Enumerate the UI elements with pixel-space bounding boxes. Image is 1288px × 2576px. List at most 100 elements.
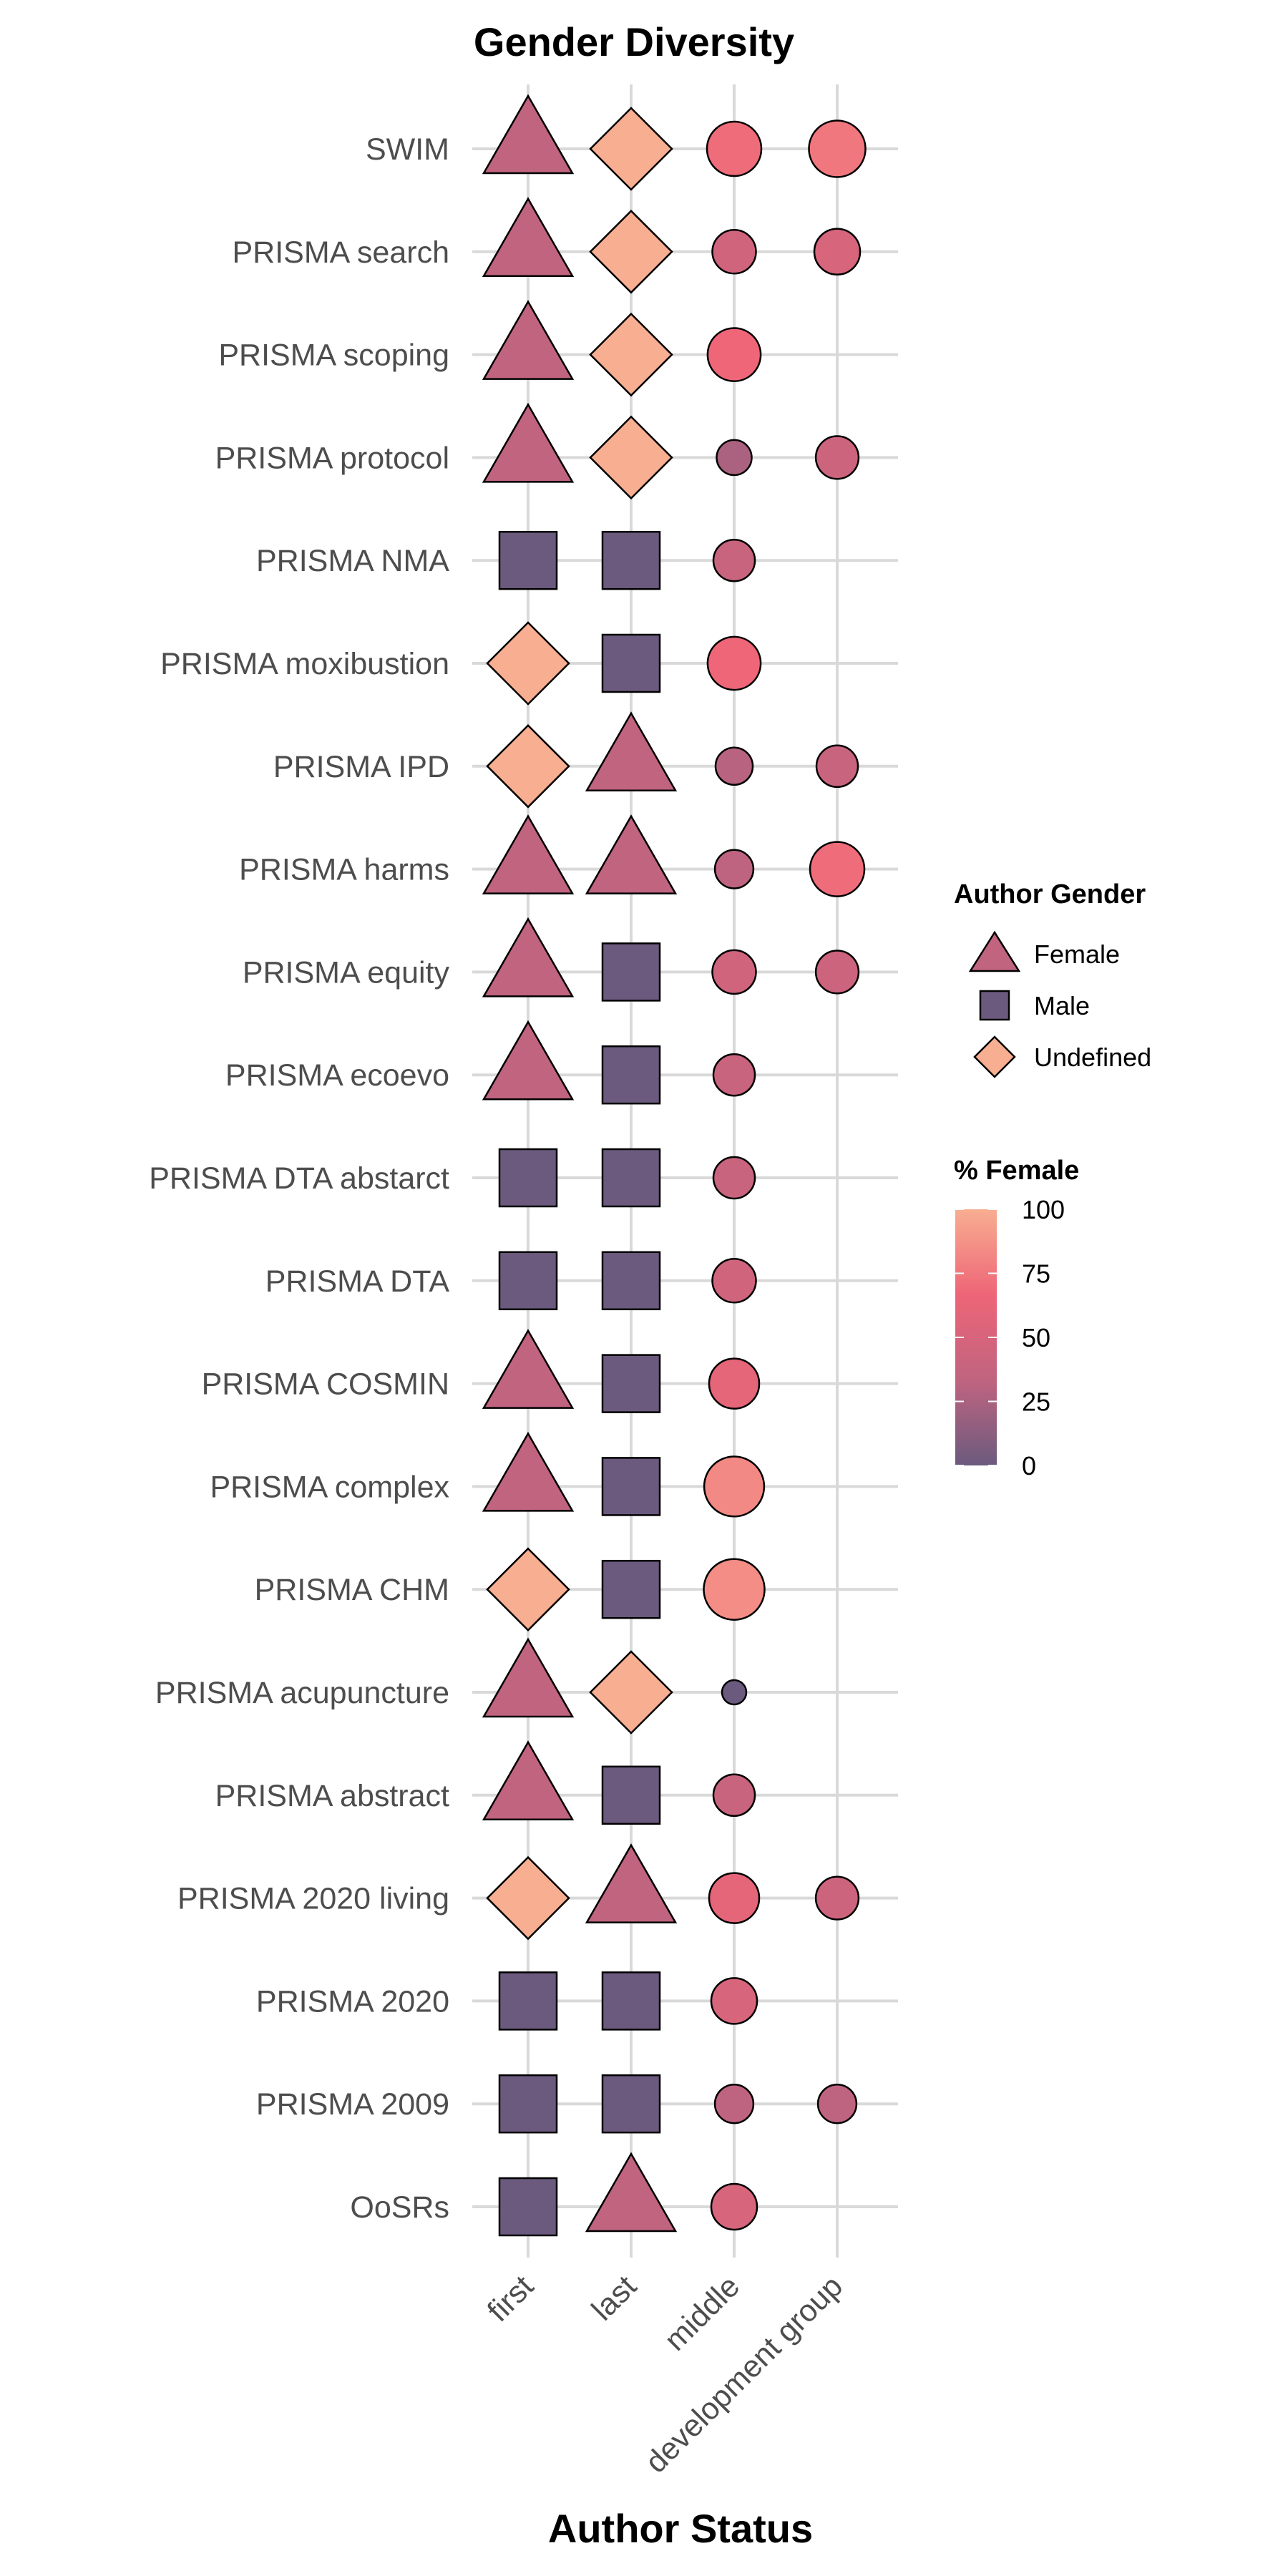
last-author-marker-prisma-acupuncture [589,1650,673,1735]
colorbar-tick-label-25: 25 [1022,1387,1050,1417]
y-tick-prisma-2020: PRISMA 2020 [256,1984,449,2019]
colorbar-tick-label-50: 50 [1022,1323,1050,1352]
first-author-marker-prisma-protocol [482,402,575,483]
color-legend: % Female 0 25 50 75 100 [954,1156,1079,1480]
first-author-marker-prisma-2020-living [486,1855,570,1941]
middle-author-circle-prisma-complex [703,1455,766,1518]
y-tick-prisma-search: PRISMA search [233,235,450,270]
first-author-marker-prisma-abstract [482,1740,575,1821]
last-author-marker-swim [589,107,673,191]
chart-title: Gender Diversity [474,19,794,64]
y-tick-prisma-moxibustion: PRISMA moxibustion [160,647,449,681]
middle-author-circle-prisma-dta [711,1258,757,1304]
y-tick-swim: SWIM [366,132,449,167]
development-group-circle-prisma-harms [809,841,866,897]
last-author-marker-prisma-equity [601,942,661,1002]
last-author-marker-prisma-abstract [601,1765,661,1825]
legend-triangle-icon [968,930,1021,972]
first-author-marker-prisma-dta [498,1251,558,1311]
last-author-marker-prisma-dta [601,1251,661,1311]
middle-author-circle-prisma-scoping [706,327,762,382]
middle-author-circle-prisma-acupuncture [721,1679,748,1706]
development-group-circle-prisma-2020-living [814,1875,860,1921]
first-author-marker-prisma-acupuncture [482,1637,575,1718]
x-tick-development-group: development group [639,2269,849,2479]
y-tick-prisma-2020-living: PRISMA 2020 living [177,1882,449,1916]
first-author-marker-prisma-ecoevo [482,1020,575,1101]
first-author-marker-swim [482,94,575,175]
color-legend-title: % Female [954,1156,1079,1186]
last-author-marker-prisma-ecoevo [601,1045,661,1105]
shape-legend: Author Gender Female Male Undefined [954,879,1151,1078]
x-tick-last: last [585,2269,643,2327]
first-author-marker-prisma-harms [482,814,575,894]
y-tick-prisma-complex: PRISMA complex [210,1470,449,1504]
development-group-circle-prisma-equity [814,950,860,995]
first-author-marker-prisma-equity [482,917,575,997]
development-group-circle-prisma-2009 [816,2084,858,2124]
middle-author-circle-oosrs [710,2182,758,2231]
colorbar-tick-label-0: 0 [1022,1451,1036,1480]
last-author-marker-prisma-ipd [585,711,678,792]
first-author-marker-prisma-dta-abstarct [498,1148,558,1208]
colorbar-tick-label-75: 75 [1022,1259,1050,1289]
y-tick-prisma-equity: PRISMA equity [243,955,450,990]
middle-author-circle-prisma-ecoevo [712,1053,756,1097]
development-group-circle-swim [808,119,867,178]
last-author-marker-oosrs [585,2152,678,2233]
y-tick-prisma-2009: PRISMA 2009 [256,2087,449,2122]
first-author-marker-prisma-complex [482,1431,575,1512]
first-author-marker-oosrs [498,2177,558,2237]
last-author-marker-prisma-scoping [589,312,673,397]
shape-legend-title: Author Gender [954,879,1146,909]
last-author-marker-prisma-2020-living [585,1843,678,1923]
middle-author-circle-prisma-equity [711,949,757,995]
last-author-marker-prisma-chm [601,1559,661,1619]
legend-label-male: Male [1034,991,1090,1020]
middle-author-circle-prisma-2020-living [708,1872,761,1924]
first-author-marker-prisma-scoping [482,300,575,380]
last-author-marker-prisma-dta-abstarct [601,1148,661,1208]
colorbar-tick-label-100: 100 [1022,1195,1065,1224]
first-author-marker-prisma-ipd [486,724,570,809]
last-author-marker-prisma-protocol [589,415,673,500]
x-axis-title: Author Status [548,2506,813,2551]
legend-diamond-icon [973,1035,1016,1078]
last-author-marker-prisma-complex [601,1457,661,1516]
last-author-marker-prisma-2009 [601,2074,661,2134]
last-author-marker-prisma-2020 [601,1971,661,2031]
y-tick-prisma-ipd: PRISMA IPD [273,750,449,784]
last-author-marker-prisma-moxibustion [601,633,661,693]
middle-author-circle-prisma-harms [713,849,755,889]
last-author-marker-prisma-nma [601,530,661,590]
middle-author-circle-prisma-nma [712,538,756,582]
data-points [482,94,867,2237]
middle-author-circle-prisma-cosmin [708,1357,761,1410]
legend-square-icon [979,990,1010,1021]
y-axis-labels: SWIM PRISMA search PRISMA scoping PRISMA pr… [149,132,449,2225]
first-author-marker-prisma-moxibustion [486,621,570,706]
middle-author-circle-prisma-dta-abstarct [712,1156,756,1200]
middle-author-circle-prisma-chm [703,1558,766,1621]
legend-label-undefined: Undefined [1034,1043,1151,1072]
y-tick-prisma-acupuncture: PRISMA acupuncture [155,1676,449,1710]
y-tick-prisma-abstract: PRISMA abstract [215,1779,449,1813]
y-tick-prisma-scoping: PRISMA scoping [218,338,449,373]
middle-author-circle-prisma-search [711,229,757,275]
first-author-marker-prisma-chm [486,1547,570,1631]
development-group-circle-prisma-protocol [814,435,860,480]
middle-author-circle-prisma-2020 [710,1977,758,2025]
y-tick-prisma-dta: PRISMA DTA [265,1264,450,1299]
first-author-marker-prisma-2020 [498,1971,558,2031]
development-group-circle-prisma-ipd [815,744,859,789]
development-group-circle-prisma-search [813,228,862,276]
y-tick-oosrs: OoSRs [350,2190,449,2225]
x-tick-first: first [481,2269,540,2328]
first-author-marker-prisma-search [482,197,575,278]
last-author-marker-prisma-cosmin [601,1354,661,1413]
middle-author-circle-prisma-protocol [716,439,753,477]
middle-author-circle-prisma-abstract [712,1773,756,1818]
middle-author-circle-prisma-moxibustion [706,635,762,691]
